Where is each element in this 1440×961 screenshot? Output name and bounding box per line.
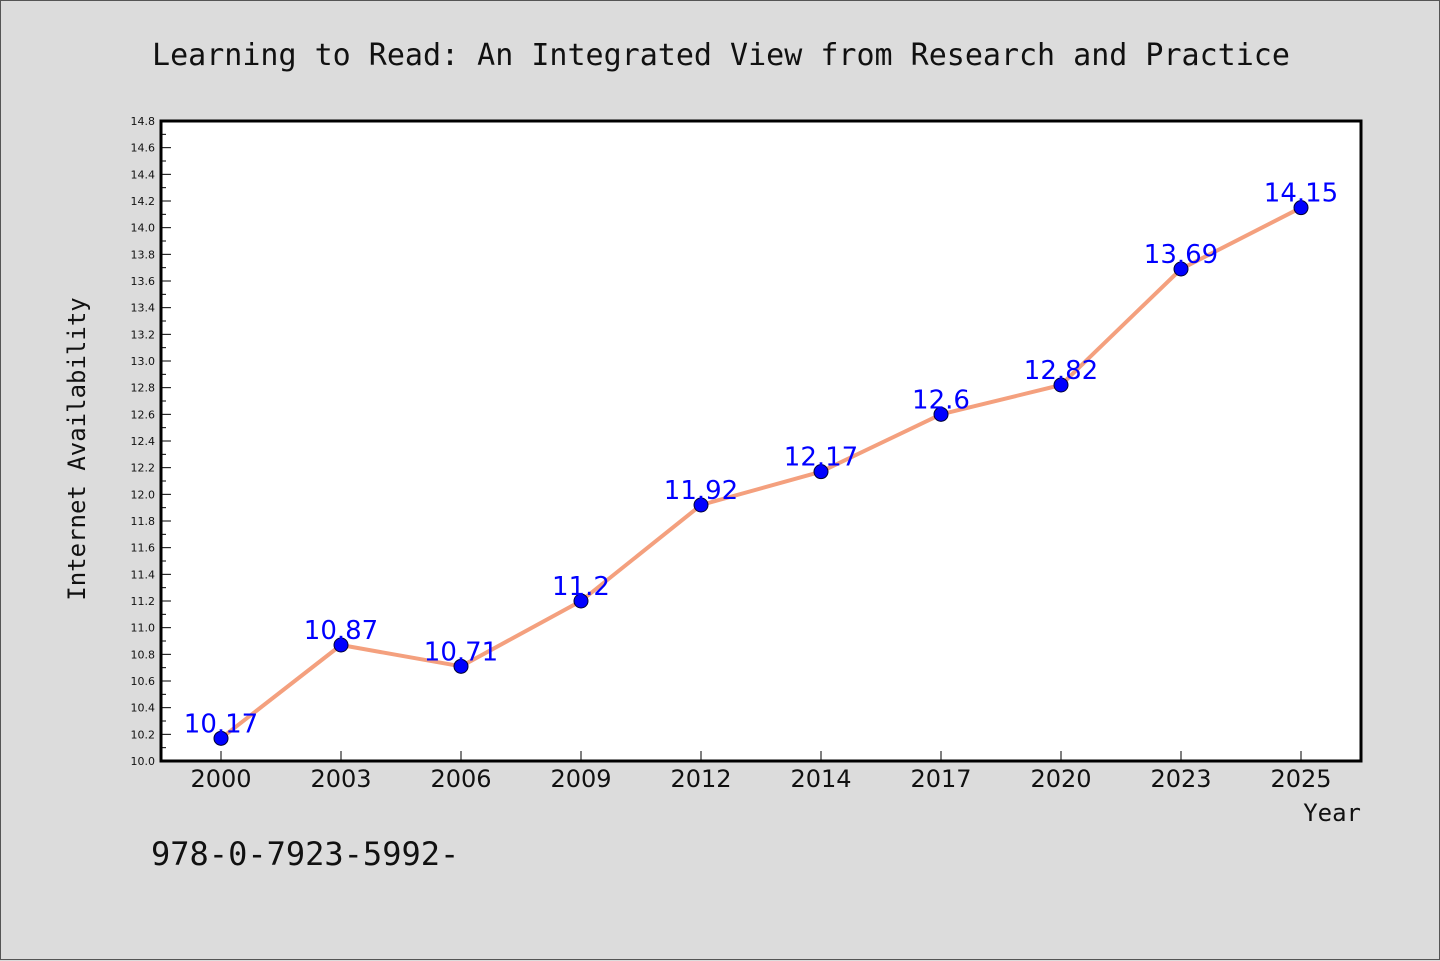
- data-point: [933, 406, 949, 422]
- y-tick-label: 13.8: [131, 248, 156, 261]
- y-tick-label: 12.0: [131, 488, 156, 501]
- y-tick-label: 13.2: [131, 328, 156, 341]
- chart-title: Learning to Read: An Integrated View fro…: [152, 38, 1290, 73]
- y-tick-label: 10.0: [131, 755, 156, 768]
- data-label: 11.2: [552, 572, 610, 602]
- y-axis-label: Internet Availability: [63, 297, 91, 600]
- y-tick-label: 10.8: [131, 648, 156, 661]
- x-axis-label: Year: [1303, 799, 1361, 827]
- data-label: 14.15: [1264, 179, 1338, 209]
- y-axis-ticks: 10.0 10.2 10.4 10.6 10.8 11.0 11.2 11.4 11.6 11.8…: [131, 115, 171, 768]
- x-tick-label: 2017: [910, 765, 971, 793]
- data-point: [1053, 377, 1069, 393]
- x-tick-label: 2025: [1270, 765, 1331, 793]
- y-tick-label: 12.6: [131, 408, 156, 421]
- data-labels: 10.17 10.87 10.71 11.2 11.92 12.17 12.6 12.82 13…: [184, 179, 1338, 740]
- y-tick-label: 11.0: [131, 622, 156, 635]
- data-point: [213, 730, 229, 746]
- data-point: [693, 497, 709, 513]
- x-tick-label: 2014: [790, 765, 851, 793]
- data-label: 10.71: [424, 637, 498, 667]
- y-tick-label: 12.2: [131, 462, 156, 475]
- data-label: 12.17: [784, 443, 858, 473]
- data-point: [333, 637, 349, 653]
- y-tick-label: 14.2: [131, 195, 156, 208]
- data-label: 10.87: [304, 616, 378, 646]
- y-tick-label: 14.8: [131, 115, 156, 128]
- y-tick-label: 12.8: [131, 382, 156, 395]
- y-tick-label: 10.2: [131, 728, 156, 741]
- x-tick-label: 2000: [190, 765, 251, 793]
- x-tick-label: 2023: [1150, 765, 1211, 793]
- y-tick-label: 11.4: [131, 568, 156, 581]
- data-label: 12.6: [912, 385, 970, 415]
- data-point: [453, 658, 469, 674]
- y-tick-label: 11.2: [131, 595, 156, 608]
- x-tick-label: 2003: [310, 765, 371, 793]
- data-label: 12.82: [1024, 356, 1098, 386]
- y-tick-label: 14.4: [131, 168, 156, 181]
- y-tick-label: 13.4: [131, 302, 156, 315]
- x-tick-label: 2006: [430, 765, 491, 793]
- y-tick-label: 14.0: [131, 222, 156, 235]
- data-label: 11.92: [664, 476, 738, 506]
- data-point: [1293, 200, 1309, 216]
- y-tick-label: 11.6: [131, 542, 156, 555]
- data-point: [1173, 261, 1189, 277]
- y-tick-label: 13.0: [131, 355, 156, 368]
- x-tick-label: 2009: [550, 765, 611, 793]
- x-axis-ticks: 2000 2003 2006 2009 2012 2014 2017 2020 2023 2025: [190, 751, 1332, 793]
- series-line: [219, 205, 1302, 740]
- y-tick-label: 14.6: [131, 142, 156, 155]
- plot-border: [159, 119, 1363, 763]
- y-tick-label: 10.6: [131, 675, 156, 688]
- series-markers: [213, 200, 1309, 746]
- plot-area: [161, 121, 1361, 761]
- data-point: [813, 464, 829, 480]
- data-label: 10.17: [184, 709, 258, 739]
- y-tick-label: 13.6: [131, 275, 156, 288]
- isbn-text: 978-0-7923-5992-: [151, 835, 459, 873]
- data-label: 13.69: [1144, 240, 1218, 270]
- data-point: [573, 593, 589, 609]
- y-tick-label: 10.4: [131, 702, 156, 715]
- y-tick-label: 12.4: [131, 435, 156, 448]
- x-tick-label: 2020: [1030, 765, 1091, 793]
- y-tick-label: 11.8: [131, 515, 156, 528]
- x-tick-label: 2012: [670, 765, 731, 793]
